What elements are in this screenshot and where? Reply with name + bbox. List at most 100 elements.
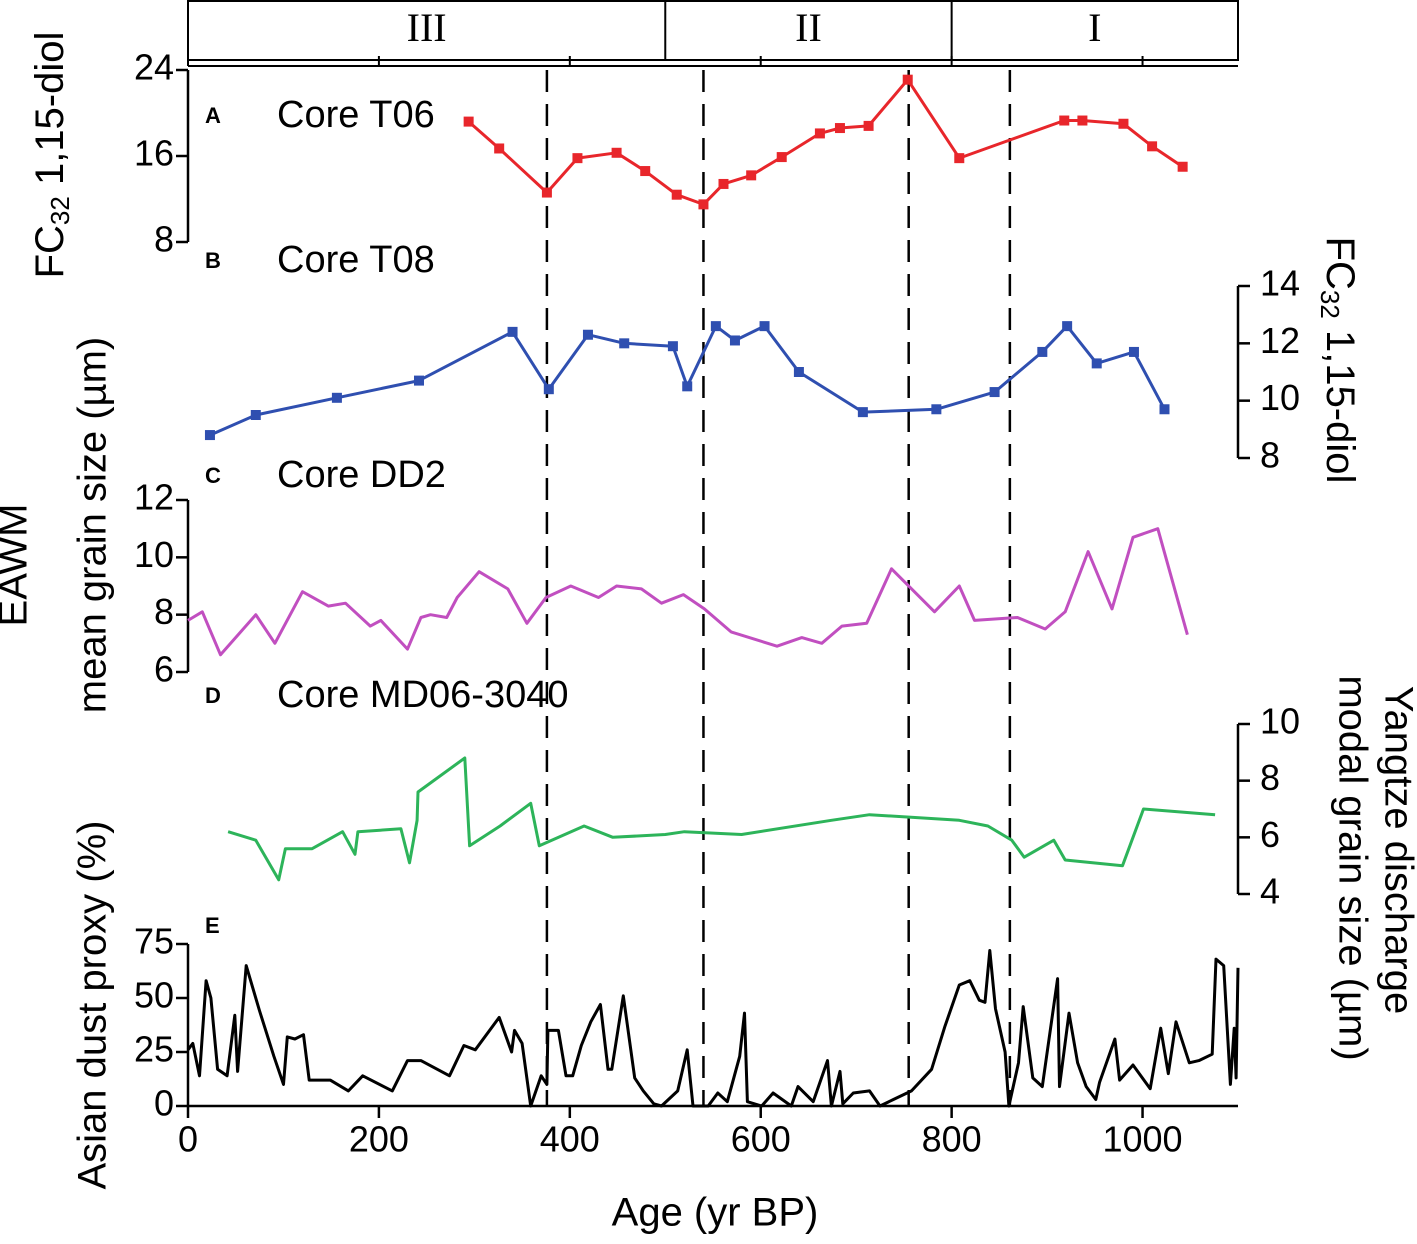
y-tick-label: 6 bbox=[154, 649, 174, 690]
y-tick-label: 12 bbox=[1260, 320, 1300, 361]
data-marker bbox=[1128, 346, 1139, 357]
label-part: FC bbox=[1318, 237, 1362, 290]
x-tick-label: 400 bbox=[540, 1119, 600, 1160]
panel-title: Core T06 bbox=[277, 94, 435, 136]
y-tick-label: 24 bbox=[134, 47, 174, 88]
data-marker bbox=[582, 329, 593, 340]
data-marker bbox=[1077, 115, 1088, 126]
zone-label: III bbox=[407, 5, 447, 50]
y-tick-label: 8 bbox=[1260, 435, 1280, 476]
x-tick-label: 800 bbox=[922, 1119, 982, 1160]
data-marker bbox=[572, 153, 583, 164]
panel-letter: A bbox=[205, 103, 221, 128]
data-marker bbox=[204, 430, 215, 441]
y-tick-label: 50 bbox=[134, 975, 174, 1016]
data-marker bbox=[1159, 404, 1170, 415]
data-marker bbox=[776, 152, 787, 163]
data-marker bbox=[667, 341, 678, 352]
y-tick-label: 16 bbox=[134, 133, 174, 174]
x-tick-label: 600 bbox=[731, 1119, 791, 1160]
label-subscript: 32 bbox=[1315, 290, 1345, 319]
panel-letter: E bbox=[205, 913, 220, 938]
data-line bbox=[186, 949, 1240, 1108]
x-axis-label: Age (yr BP) bbox=[612, 1191, 819, 1235]
data-marker bbox=[1062, 321, 1073, 332]
panel-letter: D bbox=[205, 683, 221, 708]
x-tick-label: 0 bbox=[178, 1119, 198, 1160]
y-tick-label: 25 bbox=[134, 1029, 174, 1070]
data-marker bbox=[989, 387, 1000, 398]
data-marker bbox=[718, 178, 729, 189]
y-axis-label-a: FC32 1,15-diol bbox=[28, 32, 75, 279]
y-axis-label-b: FC32 1,15-diol bbox=[1315, 237, 1362, 484]
data-marker bbox=[541, 187, 552, 198]
data-marker bbox=[902, 74, 913, 85]
data-marker bbox=[1177, 161, 1188, 172]
left-label: Asian dust proxy (%) bbox=[71, 820, 115, 1189]
data-marker bbox=[619, 338, 630, 349]
data-marker bbox=[1091, 358, 1102, 369]
x-tick-label: 1000 bbox=[1102, 1119, 1182, 1160]
data-marker bbox=[543, 384, 554, 395]
left-label: EAWM bbox=[0, 504, 36, 627]
data-marker bbox=[507, 326, 518, 337]
data-marker bbox=[1147, 141, 1158, 152]
data-marker bbox=[931, 404, 942, 415]
panel-title: Core T08 bbox=[277, 239, 435, 281]
data-marker bbox=[463, 116, 474, 127]
y-tick-label: 10 bbox=[1260, 701, 1300, 742]
y-tick-label: 8 bbox=[1260, 757, 1280, 798]
data-marker bbox=[640, 166, 651, 177]
data-marker bbox=[863, 120, 874, 131]
label-part: 1,15-diol bbox=[1318, 319, 1362, 484]
x-tick-label: 200 bbox=[349, 1119, 409, 1160]
data-marker bbox=[1059, 115, 1070, 126]
data-marker bbox=[671, 189, 682, 200]
y-tick-label: 14 bbox=[1260, 263, 1300, 304]
y-tick-label: 8 bbox=[154, 219, 174, 260]
y-tick-label: 10 bbox=[1260, 377, 1300, 418]
data-line bbox=[187, 527, 1189, 657]
data-marker bbox=[250, 410, 261, 420]
y-tick-label: 8 bbox=[154, 591, 174, 632]
data-marker bbox=[1118, 118, 1129, 129]
label-part: 1,15-diol bbox=[28, 32, 72, 197]
data-marker bbox=[793, 367, 804, 377]
right-label: Yangtze discharge bbox=[1376, 686, 1417, 1014]
zone-label: I bbox=[1088, 5, 1101, 50]
data-marker bbox=[494, 143, 505, 154]
data-marker bbox=[611, 147, 622, 158]
data-marker bbox=[857, 407, 868, 418]
data-marker bbox=[331, 392, 342, 403]
right-label: modal grain size (µm) bbox=[1330, 675, 1374, 1060]
y-tick-label: 12 bbox=[134, 477, 174, 518]
data-marker bbox=[682, 381, 693, 392]
panel-letter: C bbox=[205, 463, 221, 488]
panel-letter: B bbox=[205, 248, 221, 273]
data-line bbox=[209, 324, 1166, 437]
data-line bbox=[227, 756, 1216, 882]
label-part: FC bbox=[28, 225, 72, 278]
data-marker bbox=[710, 321, 721, 332]
y-tick-label: 6 bbox=[1260, 814, 1280, 855]
y-tick-label: 10 bbox=[134, 534, 174, 575]
y-tick-label: 4 bbox=[1260, 871, 1280, 912]
data-marker bbox=[954, 153, 965, 164]
data-marker bbox=[759, 321, 770, 332]
label-subscript: 32 bbox=[45, 196, 75, 225]
panel-title: Core DD2 bbox=[277, 454, 446, 496]
zone-label: II bbox=[795, 5, 822, 50]
data-marker bbox=[834, 123, 845, 134]
data-marker bbox=[698, 199, 709, 210]
y-tick-label: 75 bbox=[134, 921, 174, 962]
data-marker bbox=[814, 128, 825, 139]
data-marker bbox=[729, 335, 740, 346]
zone-box bbox=[187, 0, 1239, 61]
y-tick-label: 0 bbox=[154, 1083, 174, 1124]
panel-title: Core MD06-3040 bbox=[277, 674, 568, 716]
data-marker bbox=[746, 170, 757, 181]
data-marker bbox=[1037, 346, 1048, 357]
data-line bbox=[467, 78, 1184, 206]
left-label: mean grain size (µm) bbox=[71, 337, 115, 713]
